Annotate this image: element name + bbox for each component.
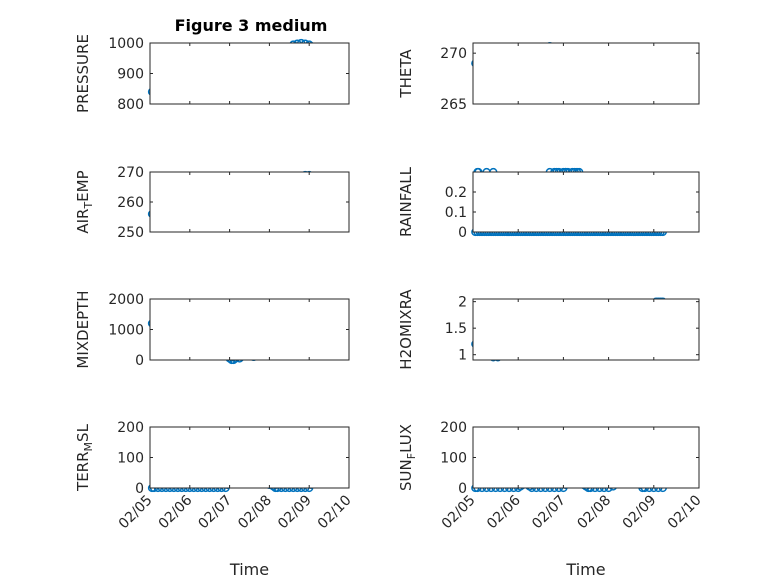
subplot-4: 0 0.1 0.2 RAINFALL [397,166,700,241]
axes-frame [149,426,350,489]
y-tick-label: 0.2 [445,185,467,201]
x-tick-label: 02/09 [620,492,660,532]
x-axis-label: Time [565,560,605,579]
axes-frame [472,298,700,361]
y-tick-label: 270 [440,46,467,62]
x-tick-label: 02/06 [484,492,524,532]
y-tick-label: 100 [440,451,467,467]
y-tick-label: 1 [458,348,467,364]
y-axis-label: H2OMIXRA [397,289,415,370]
y-tick-label: 200 [440,420,467,436]
axes-frame [149,298,350,361]
y-tick-label: 250 [117,225,144,241]
y-tick-label: 0.1 [445,205,467,221]
x-tick-label: 02/05 [439,492,479,532]
x-tick-label: 02/06 [156,492,196,532]
subplot-1: 800 900 1000 PRESSURE [74,34,350,113]
y-tick-label: 1000 [108,36,144,52]
axes-frame [149,171,350,233]
y-tick-label: 0 [458,225,467,241]
x-tick-label: 02/10 [315,492,355,532]
y-tick-label: 2 [458,295,467,311]
figure-title: Figure 3 medium [175,16,328,35]
subplot-3: 250 260 270 AIRTEMP [74,165,350,241]
axes-frame [472,426,700,489]
subplot-6: 1 1.5 2 H2OMIXRA [397,289,700,370]
y-axis-label: THETA [397,49,415,99]
x-tick-label: 02/08 [235,492,275,532]
y-tick-label: 270 [117,165,144,181]
y-axis-label: SUNFLUX [397,424,418,491]
x-tick-label: 02/10 [665,492,705,532]
subplot-5: 0 1000 2000 MIXDEPTH [74,290,350,369]
subplot-8: 0 100 200 SUNFLUX 02/05 02/06 02/07 02/08 02/09 0… [397,420,705,579]
y-tick-label: 0 [458,481,467,497]
x-tick-label: 02/08 [574,492,614,532]
y-axis-label: MIXDEPTH [74,290,92,368]
y-tick-label: 200 [117,420,144,436]
y-tick-label: 265 [440,97,467,113]
axes-frame [472,171,700,233]
x-tick-label: 02/07 [195,492,235,532]
y-tick-label: 2000 [108,292,144,308]
axes-frame [472,42,700,105]
x-axis-label: Time [229,560,269,579]
y-axis-label: TERRMSL [74,423,95,492]
y-axis-label: PRESSURE [74,34,92,113]
y-tick-label: 1.5 [445,321,467,337]
axes-frame [149,42,350,105]
x-tick-label: 02/07 [529,492,569,532]
y-tick-label: 100 [117,451,144,467]
subplot-7: 0 100 200 TERRMSL 02/05 02/06 02/07 02/08 02/09 0… [74,420,355,579]
y-axis-label: RAINFALL [397,166,415,237]
y-axis-label: AIRTEMP [74,170,95,233]
x-tick-label: 02/05 [116,492,156,532]
y-tick-label: 900 [117,67,144,83]
subplot-2: 265 270 THETA [397,41,700,113]
y-tick-label: 260 [117,195,144,211]
x-tick-label: 02/09 [275,492,315,532]
y-tick-label: 1000 [108,323,144,339]
y-tick-label: 0 [135,353,144,369]
y-tick-label: 0 [135,481,144,497]
y-tick-label: 800 [117,97,144,113]
